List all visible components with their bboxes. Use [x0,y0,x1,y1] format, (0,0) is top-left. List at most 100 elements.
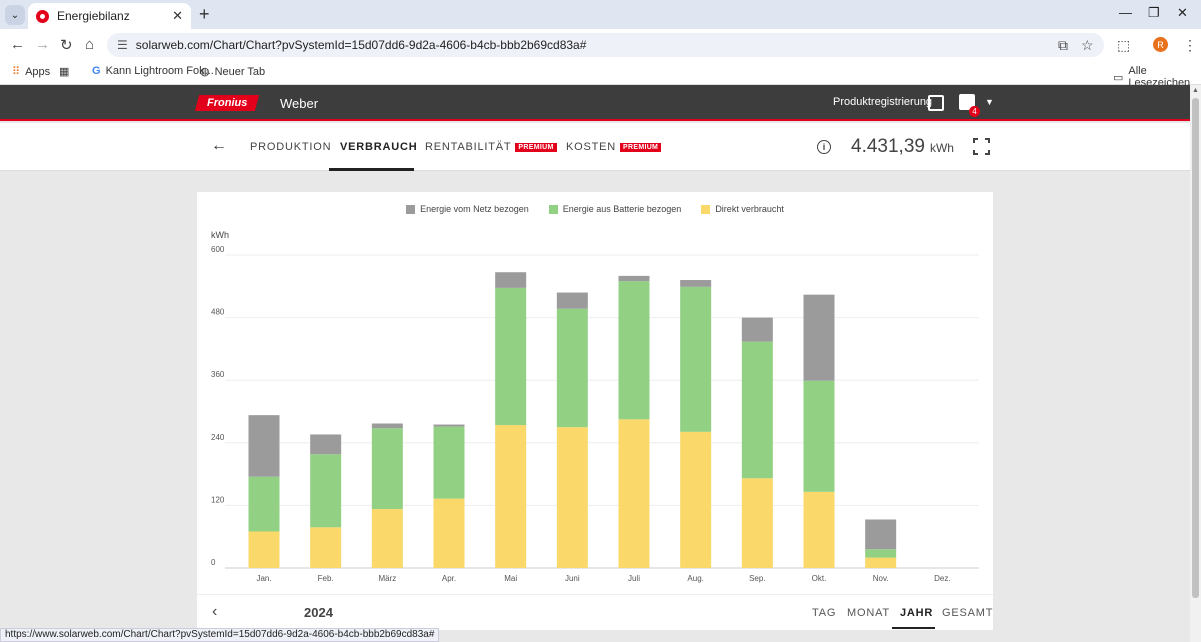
x-tick-label: Juni [565,574,580,583]
bar-segment [680,280,712,287]
bookmark-tab-groups[interactable]: ▦ [59,65,74,78]
bookmark-neuer-tab[interactable]: ◍ Neuer Tab [200,65,265,79]
bar-segment [865,519,897,550]
premium-badge: PREMIUM [515,142,557,152]
x-tick-label: März [378,574,396,583]
bookmark-star-icon[interactable]: ☆ [1081,37,1094,53]
y-tick-label: 600 [211,245,225,254]
bar-segment [310,454,342,528]
new-tab-icon[interactable]: + [199,4,210,24]
active-tab-indicator [329,168,414,171]
total-value: 4.431,39 [851,136,925,157]
y-tick-label: 120 [211,495,225,504]
previous-period-icon[interactable]: ‹ [212,603,218,620]
legend-swatch [701,204,711,214]
total-unit: kWh [929,141,954,155]
legend-item[interactable]: Energie aus Batterie bezogen [548,204,682,214]
extensions-icon[interactable]: ⬚ [1117,37,1131,53]
period-monat[interactable]: MONAT [847,607,890,619]
y-tick-label: 480 [211,308,225,317]
scroll-up-icon[interactable]: ▲ [1192,87,1199,94]
bar-segment [618,281,650,420]
x-tick-label: Dez. [934,574,950,583]
tab-produktion[interactable]: PRODUKTION [250,141,331,153]
bar-segment [310,434,342,455]
bar-segment [310,527,342,568]
google-icon: G [92,65,101,77]
total-consumption: 4.431,39 kWh [851,136,954,158]
bookmark-label: Kann Lightroom Fok... [105,65,214,77]
selected-year[interactable]: 2024 [304,605,333,620]
restore-icon[interactable]: ❐ [1148,5,1160,20]
bar-segment [371,509,403,568]
chart-card: Energie vom Netz bezogen Energie aus Batt… [197,192,993,594]
bar-segment [433,426,465,499]
url-text: solarweb.com/Chart/Chart?pvSystemId=15d0… [135,38,587,52]
y-tick-label: 360 [211,370,225,379]
back-arrow-icon[interactable]: ← [211,137,227,154]
tab-kosten[interactable]: KOSTEN PREMIUM [566,141,662,153]
legend-item[interactable]: Direkt verbraucht [701,204,784,214]
period-jahr[interactable]: JAHR [900,607,934,619]
forward-icon[interactable]: → [35,36,50,53]
x-tick-label: Juli [628,574,640,583]
scroll-thumb[interactable] [1192,98,1199,598]
window-close-icon[interactable]: ✕ [1177,5,1188,20]
folder-icon: ▭ [1113,71,1124,84]
fronius-logo[interactable]: Fronius [194,95,260,111]
install-app-icon[interactable]: ⧉ [1058,37,1068,53]
tab-label: VERBRAUCH [340,141,418,153]
bar-segment [495,272,527,288]
tab-close-icon[interactable]: ✕ [172,8,183,23]
browser-menu-icon[interactable]: ⋮ [1183,37,1197,53]
bookmark-label: Apps [25,65,51,78]
legend-label: Energie aus Batterie bezogen [562,204,682,214]
site-info-icon[interactable]: ☰ [117,38,128,52]
bar-segment [371,428,403,510]
x-tick-label: Aug. [687,574,703,583]
bar-segment [371,423,403,429]
legend-label: Energie vom Netz bezogen [420,204,529,214]
fullscreen-icon[interactable] [973,138,990,155]
bookmarks-bar: ⠿ Apps ▦ G Kann Lightroom Fok... ◍ Neuer… [0,61,1201,89]
bar-segment [803,294,835,381]
reload-icon[interactable]: ↻ [60,37,73,54]
tab-search-button[interactable]: ⌄ [5,5,25,25]
chevron-down-icon[interactable]: ▼ [985,97,994,107]
chart-subnav: ← PRODUKTION VERBRAUCH RENTABILITÄT PREMI… [0,123,1190,171]
bar-segment [495,287,527,426]
apps-grid-icon: ⠿ [12,66,21,78]
tab-rentabilitaet[interactable]: RENTABILITÄT PREMIUM [425,141,557,153]
browser-tab-bar: ⌄ Energiebilanz ✕ + — ❐ ✕ [0,0,1201,29]
bookmark-apps[interactable]: ⠿ Apps [12,65,51,79]
bar-segment [618,419,650,568]
home-icon[interactable]: ⌂ [85,36,95,53]
page-scrollbar[interactable]: ▲ [1190,85,1201,642]
profile-avatar[interactable]: R [1153,37,1168,52]
bar-segment [556,308,588,428]
bar-segment [680,286,712,432]
legend-swatch [548,204,558,214]
bar-segment [618,275,650,282]
system-name[interactable]: Weber [280,96,319,111]
period-bar: ‹ 2024 TAG MONAT JAHR GESAMT [197,594,993,630]
legend-item[interactable]: Energie vom Netz bezogen [406,204,529,214]
bar-segment [556,292,588,309]
product-registration-icon[interactable] [928,95,944,111]
tab-verbrauch[interactable]: VERBRAUCH [340,141,417,153]
back-icon[interactable]: ← [10,36,25,53]
period-tag[interactable]: TAG [812,607,837,619]
minimize-icon[interactable]: — [1119,5,1132,20]
bar-segment [803,380,835,492]
tab-groups-icon: ▦ [59,66,70,78]
browser-tab[interactable]: Energiebilanz ✕ [28,3,191,29]
product-registration-link[interactable]: Produktregistrierung [833,96,933,108]
info-icon[interactable]: i [817,140,831,154]
period-gesamt[interactable]: GESAMT [942,607,994,619]
url-input[interactable]: ☰ solarweb.com/Chart/Chart?pvSystemId=15… [107,33,1104,57]
logo-text: Fronius [206,97,248,109]
bar-segment [433,424,465,427]
x-tick-label: Feb. [318,574,334,583]
x-tick-label: Jan. [256,574,271,583]
bookmark-lightroom[interactable]: G Kann Lightroom Fok... [92,65,214,77]
